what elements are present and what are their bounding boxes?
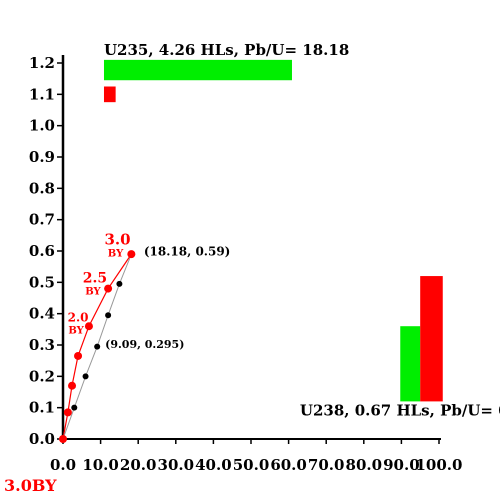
y-tick-label: 0.1 bbox=[29, 399, 55, 417]
red-series-point bbox=[63, 408, 72, 417]
age-label-3-0-number: 3.0 bbox=[104, 231, 130, 249]
x-tick-label: 80.0 bbox=[346, 456, 383, 474]
series-layer bbox=[59, 250, 136, 443]
red-series-point bbox=[68, 381, 77, 390]
x-tick-label: 40.0 bbox=[195, 456, 232, 474]
red-series-point bbox=[74, 351, 83, 360]
y-tick-label: 1.2 bbox=[29, 54, 55, 72]
u235-small-bar bbox=[103, 86, 116, 103]
black-series-point bbox=[94, 343, 101, 350]
x-tick-label: 100.0 bbox=[416, 456, 463, 474]
y-tick-label: 0.3 bbox=[29, 336, 55, 354]
u238-red-bar bbox=[420, 276, 443, 402]
y-tick-label: 0.4 bbox=[29, 305, 55, 323]
black-series-point bbox=[116, 280, 123, 287]
labels-layer: U235, 4.26 HLs, Pb/U= 18.18 U238, 0.67 HL… bbox=[4, 41, 500, 495]
x-tick-label: 60.0 bbox=[270, 456, 307, 474]
y-tick-label: 0.5 bbox=[29, 273, 55, 291]
age-label-3-0-unit: BY bbox=[108, 249, 124, 260]
red-series-point bbox=[127, 250, 136, 259]
age-label-2-5-number: 2.5 bbox=[83, 270, 107, 286]
x-tick-label: 20.0 bbox=[120, 456, 157, 474]
x-tick-label: 0.0 bbox=[50, 456, 76, 474]
y-tick-label: 0.7 bbox=[29, 211, 55, 229]
x-tick-label: 50.0 bbox=[233, 456, 270, 474]
y-tick-label: 1.1 bbox=[29, 85, 55, 103]
black-series-point bbox=[71, 404, 78, 411]
bars-layer bbox=[103, 59, 443, 402]
age-label-2-5-unit: BY bbox=[85, 286, 101, 297]
point-label-18-18: (18.18, 0.59) bbox=[144, 245, 231, 259]
u238-green-bar bbox=[400, 326, 421, 402]
x-tick-label: 10.0 bbox=[82, 456, 119, 474]
y-tick-label: 1.0 bbox=[29, 117, 55, 135]
u235-annotation: U235, 4.26 HLs, Pb/U= 18.18 bbox=[104, 41, 349, 59]
y-tick-label: 0.6 bbox=[29, 242, 55, 260]
ticks-layer: 0.0 0.1 0.2 0.3 0.4 0.5 0.6 0.7 0.8 0.9 1.0 1.1 1.2 0… bbox=[29, 54, 463, 474]
axes-layer bbox=[61, 55, 441, 440]
u238-annotation: U238, 0.67 HLs, Pb/U= 0.59 bbox=[300, 402, 500, 420]
u235-bar bbox=[103, 59, 292, 81]
y-tick-label: 0.2 bbox=[29, 367, 55, 385]
red-series-point bbox=[104, 284, 113, 293]
y-tick-label: 0.0 bbox=[29, 430, 55, 448]
red-series-point bbox=[84, 322, 93, 331]
black-series-point bbox=[105, 312, 112, 319]
red-series-point bbox=[59, 435, 67, 443]
age-label-2-0-number: 2.0 bbox=[68, 311, 89, 325]
y-tick-label: 0.8 bbox=[29, 179, 55, 197]
corner-age-label: 3.0BY bbox=[4, 476, 57, 495]
x-tick-label: 30.0 bbox=[158, 456, 195, 474]
y-tick-label: 0.9 bbox=[29, 148, 55, 166]
black-series-point bbox=[82, 373, 89, 380]
x-tick-label: 90.0 bbox=[383, 456, 420, 474]
point-label-9-09: (9.09, 0.295) bbox=[105, 338, 184, 351]
x-tick-label: 70.0 bbox=[308, 456, 345, 474]
age-label-2-0-unit: BY bbox=[68, 326, 84, 337]
